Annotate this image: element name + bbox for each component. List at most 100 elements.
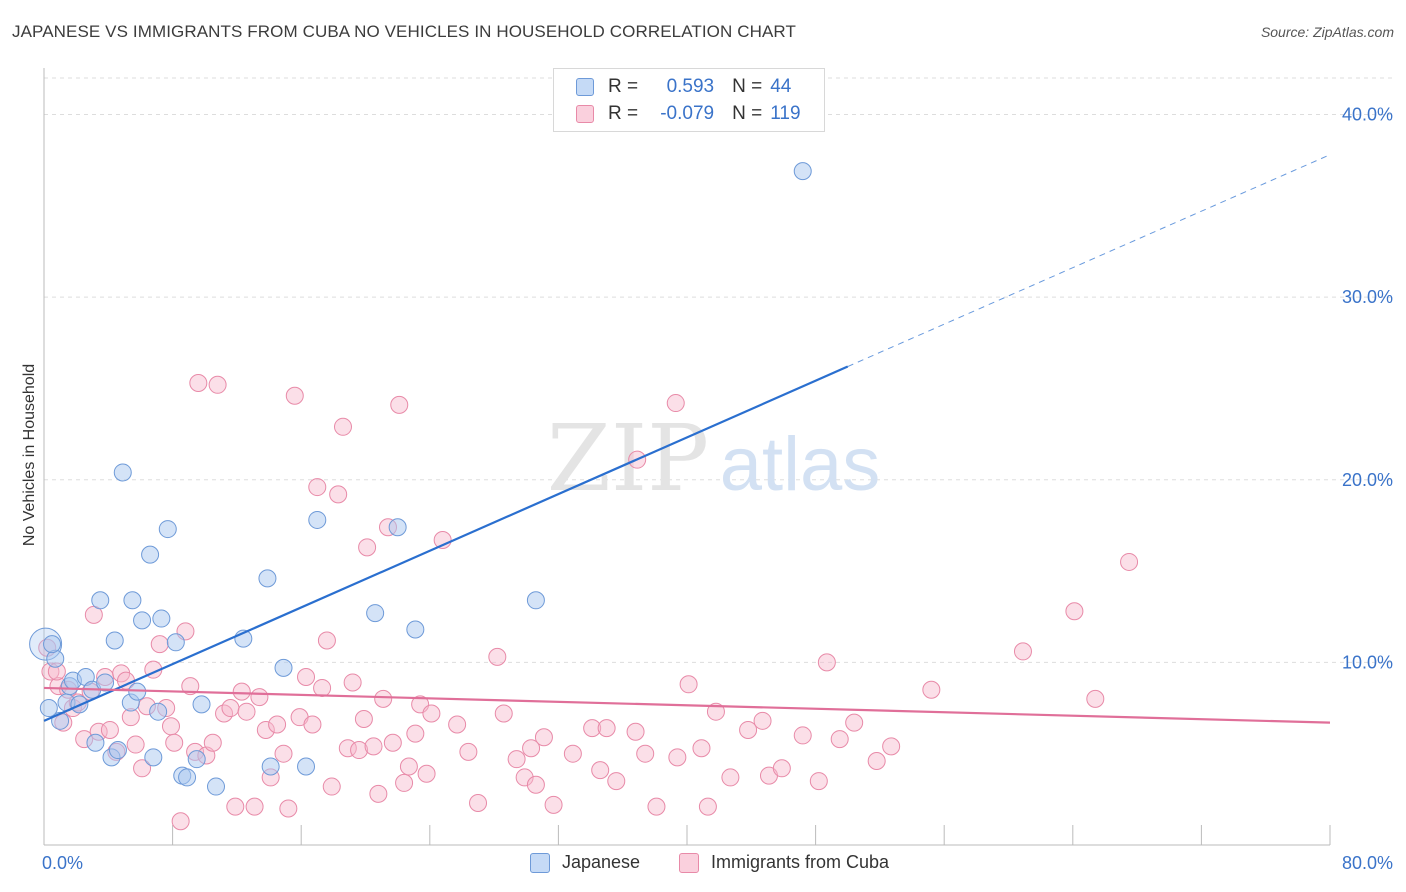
cuba-point — [507, 750, 526, 769]
stats-row-japanese: R = 0.593 N = 44 — [576, 74, 791, 100]
cuba-point — [256, 720, 275, 739]
cuba-point — [1065, 602, 1084, 621]
r-label: R = — [608, 76, 639, 97]
japanese-point — [166, 633, 185, 652]
watermark: ZIP atlas — [547, 405, 880, 512]
japanese-point — [258, 569, 277, 588]
cuba-point — [417, 764, 436, 783]
japanese-point — [152, 609, 171, 628]
cuba-point — [692, 739, 711, 758]
cuba-point — [165, 733, 184, 752]
japanese-point — [86, 733, 105, 752]
cuba-point — [303, 715, 322, 734]
japanese-point — [96, 673, 115, 692]
cuba-point — [203, 733, 222, 752]
n-label: N = — [732, 103, 763, 124]
r-value: 0.593 — [666, 76, 715, 97]
cuba-point — [922, 680, 941, 699]
cuba-point — [515, 768, 534, 787]
cuba-point — [226, 797, 245, 816]
japanese-point — [113, 463, 132, 482]
x-tick-label: 80.0% — [1342, 853, 1393, 873]
cuba-point — [383, 733, 402, 752]
legend-item-cuba[interactable]: Immigrants from Cuba — [679, 852, 889, 873]
japanese-point — [388, 518, 407, 537]
cuba-point — [333, 417, 352, 436]
japanese-point — [133, 611, 152, 630]
japanese-point — [178, 768, 197, 787]
cuba-point — [494, 704, 513, 723]
cuba-point — [583, 719, 602, 738]
cuba-point — [279, 799, 298, 818]
cuba-point — [317, 631, 336, 650]
japanese-swatch — [576, 78, 594, 96]
cuba-point — [250, 688, 269, 707]
japanese-point — [141, 545, 160, 564]
cuba-point — [830, 730, 849, 749]
cuba-point — [626, 722, 645, 741]
cuba-point — [668, 748, 687, 767]
cuba-point — [698, 797, 717, 816]
cuba-point — [1013, 642, 1032, 661]
japanese-point — [297, 757, 316, 776]
cuba-point — [1086, 689, 1105, 708]
cuba-point — [338, 739, 357, 758]
cuba-swatch — [576, 105, 594, 123]
cuba-point — [666, 394, 685, 413]
r-value: -0.079 — [660, 103, 715, 124]
source-label: Source: ZipAtlas.com — [1260, 24, 1394, 40]
y-tick-label: 10.0% — [1342, 652, 1393, 672]
tick-labels: 10.0% 20.0% 30.0% 40.0% 0.0% 80.0% — [42, 105, 1393, 873]
japanese-point — [123, 591, 142, 610]
cuba-point — [390, 395, 409, 414]
japanese-point — [207, 777, 226, 796]
cuba-point — [350, 741, 369, 760]
cuba-point — [448, 715, 467, 734]
cuba-point — [274, 744, 293, 763]
legend-item-japanese[interactable]: Japanese — [530, 852, 640, 873]
cuba-point — [1120, 552, 1139, 571]
cuba-point — [297, 667, 316, 686]
cuba-point — [459, 742, 478, 761]
stats-legend: R = 0.593 N = 44 R = -0.079 N = 119 — [553, 68, 825, 132]
cuba-point — [406, 724, 425, 743]
japanese-point — [187, 750, 206, 769]
cuba-point — [189, 373, 208, 392]
cuba-point — [369, 784, 388, 803]
japanese-point — [39, 699, 58, 718]
cuba-point — [374, 689, 393, 708]
cuba-point — [607, 772, 626, 791]
japanese-point — [406, 620, 425, 639]
cuba-point — [208, 375, 227, 394]
cuba-point — [544, 795, 563, 814]
x-tick-label: 0.0% — [42, 853, 83, 873]
japanese-trend-extension — [847, 154, 1331, 367]
y-tick-label: 30.0% — [1342, 287, 1393, 307]
cuba-point — [597, 719, 616, 738]
r-label: R = — [608, 103, 639, 124]
legend-label: Immigrants from Cuba — [711, 852, 890, 872]
cuba-point — [817, 653, 836, 672]
cuba-point — [268, 715, 287, 734]
legend-label: Japanese — [562, 852, 641, 872]
japanese-trend-line — [43, 365, 849, 722]
cuba-point — [245, 797, 264, 816]
japanese-point — [308, 510, 327, 529]
cuba-point — [100, 720, 119, 739]
cuba-point — [329, 485, 348, 504]
cuba-point — [793, 726, 812, 745]
series-legend: Japanese Immigrants from Cuba — [0, 852, 1406, 878]
cuba-point — [753, 711, 772, 730]
cuba-point — [343, 673, 362, 692]
japanese-point — [43, 635, 62, 654]
japanese-point — [91, 591, 110, 610]
cuba-point — [126, 735, 145, 754]
cuba-point — [422, 704, 441, 723]
y-tick-label: 20.0% — [1342, 470, 1393, 490]
cuba-point — [867, 751, 886, 770]
n-value: 119 — [770, 103, 801, 124]
cuba-point — [358, 538, 377, 557]
japanese-point — [105, 631, 124, 650]
cuba-point — [221, 699, 240, 718]
japanese-point — [144, 748, 163, 767]
